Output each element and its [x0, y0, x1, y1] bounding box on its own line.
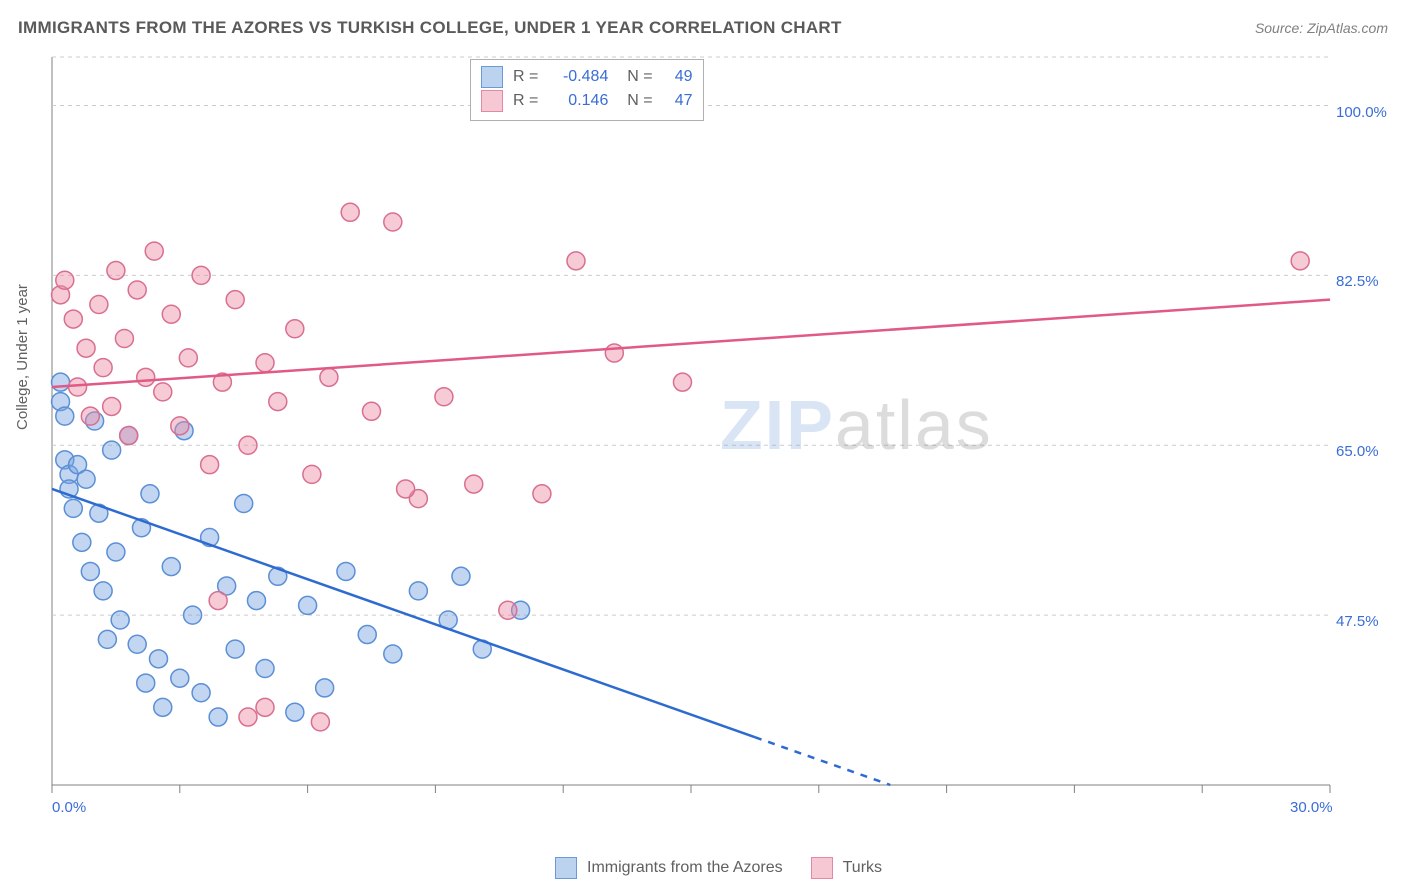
stats-row-azores: R = -0.484 N = 49 — [481, 66, 693, 88]
stats-N-label: N = — [618, 92, 652, 110]
plot-area: ZIPatlas R =-0.484 N =49R =0.146 N =47 4… — [50, 55, 1390, 835]
y-tick-label: 47.5% — [1336, 613, 1379, 630]
stats-R-value-azores: -0.484 — [548, 68, 608, 86]
legend-label-azores: Immigrants from the Azores — [587, 859, 783, 877]
correlation-stats-box: R = -0.484 N = 49 R = 0.146 N = 47 — [470, 59, 704, 121]
y-tick-label: 65.0% — [1336, 443, 1379, 460]
stats-swatch-turks — [481, 90, 503, 112]
legend-swatch-turks — [811, 857, 833, 879]
legend-swatch-azores — [555, 857, 577, 879]
legend-item-azores: Immigrants from the Azores — [555, 857, 783, 879]
chart-title: IMMIGRANTS FROM THE AZORES VS TURKISH CO… — [18, 18, 842, 37]
scatter-chart-svg — [50, 55, 1390, 835]
stats-N-label: N = — [618, 68, 652, 86]
stats-R-label: R = — [513, 68, 538, 86]
y-tick-label: 82.5% — [1336, 273, 1379, 290]
stats-R-label: R = — [513, 92, 538, 110]
stats-N-value-turks: 47 — [663, 92, 693, 110]
stats-N-value-azores: 49 — [663, 68, 693, 86]
y-tick-label: 100.0% — [1336, 104, 1387, 121]
x-tick-label: 0.0% — [52, 799, 86, 816]
series-legend: Immigrants from the Azores Turks — [555, 855, 882, 881]
stats-row-turks: R = 0.146 N = 47 — [481, 90, 693, 112]
y-axis-title: College, Under 1 year — [14, 284, 31, 430]
x-tick-label: 30.0% — [1290, 799, 1333, 816]
legend-item-turks: Turks — [811, 857, 882, 879]
chart-header: IMMIGRANTS FROM THE AZORES VS TURKISH CO… — [18, 18, 1388, 48]
legend-label-turks: Turks — [843, 859, 882, 877]
source-attribution: Source: ZipAtlas.com — [1255, 20, 1388, 36]
stats-swatch-azores — [481, 66, 503, 88]
stats-R-value-turks: 0.146 — [548, 92, 608, 110]
